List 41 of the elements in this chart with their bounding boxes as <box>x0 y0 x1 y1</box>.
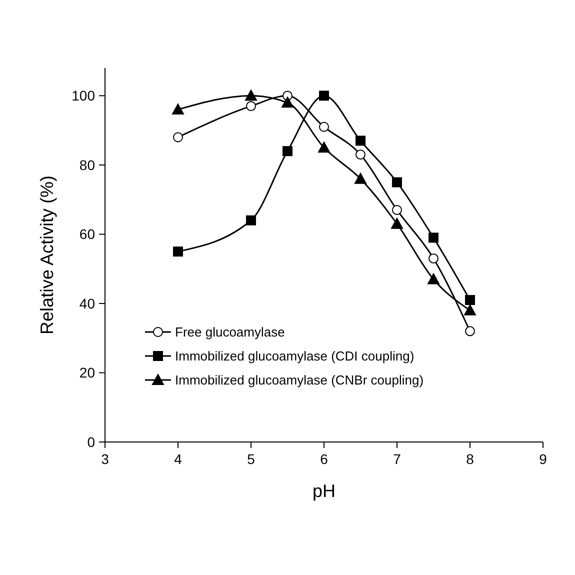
point <box>354 172 366 184</box>
point <box>391 218 403 229</box>
y-tick-label: 0 <box>87 434 96 450</box>
point <box>246 101 256 112</box>
point <box>428 273 440 284</box>
point <box>173 132 183 142</box>
point <box>392 204 402 215</box>
legend-label: Free glucoamylase <box>175 324 285 340</box>
x-tick-label: 9 <box>539 451 548 467</box>
x-tick-label: 6 <box>320 451 328 467</box>
point <box>465 295 475 306</box>
y-tick-label: 60 <box>79 226 96 242</box>
point <box>245 90 257 101</box>
point <box>356 150 366 160</box>
point <box>464 304 476 316</box>
y-tick-label: 20 <box>79 364 96 381</box>
point <box>282 146 292 156</box>
point <box>428 232 438 243</box>
y-tick-label: 100 <box>72 88 96 104</box>
point <box>173 246 183 257</box>
x-tick-label: 3 <box>101 451 110 467</box>
point <box>318 142 330 153</box>
point <box>465 326 475 336</box>
x-tick-label: 5 <box>247 451 256 467</box>
point <box>172 104 184 115</box>
point <box>319 90 329 101</box>
legend-label: Immobilized glucoamylase (CNBr coupling) <box>175 372 424 388</box>
x-tick-label: 7 <box>393 451 402 467</box>
point <box>282 96 294 108</box>
y-tick-label: 40 <box>79 295 96 312</box>
legend-label: Immobilized glucoamylase (CDI coupling) <box>175 348 414 364</box>
point <box>392 177 402 188</box>
x-tick-label: 8 <box>466 451 474 467</box>
point <box>356 136 366 146</box>
point <box>246 215 256 226</box>
y-axis-title: Relative Activity (%) <box>37 175 57 335</box>
x-tick-label: 4 <box>174 451 182 467</box>
y-tick-label: 80 <box>79 156 96 173</box>
x-axis-title: pH <box>312 481 336 501</box>
point <box>319 122 329 132</box>
point <box>428 253 438 264</box>
